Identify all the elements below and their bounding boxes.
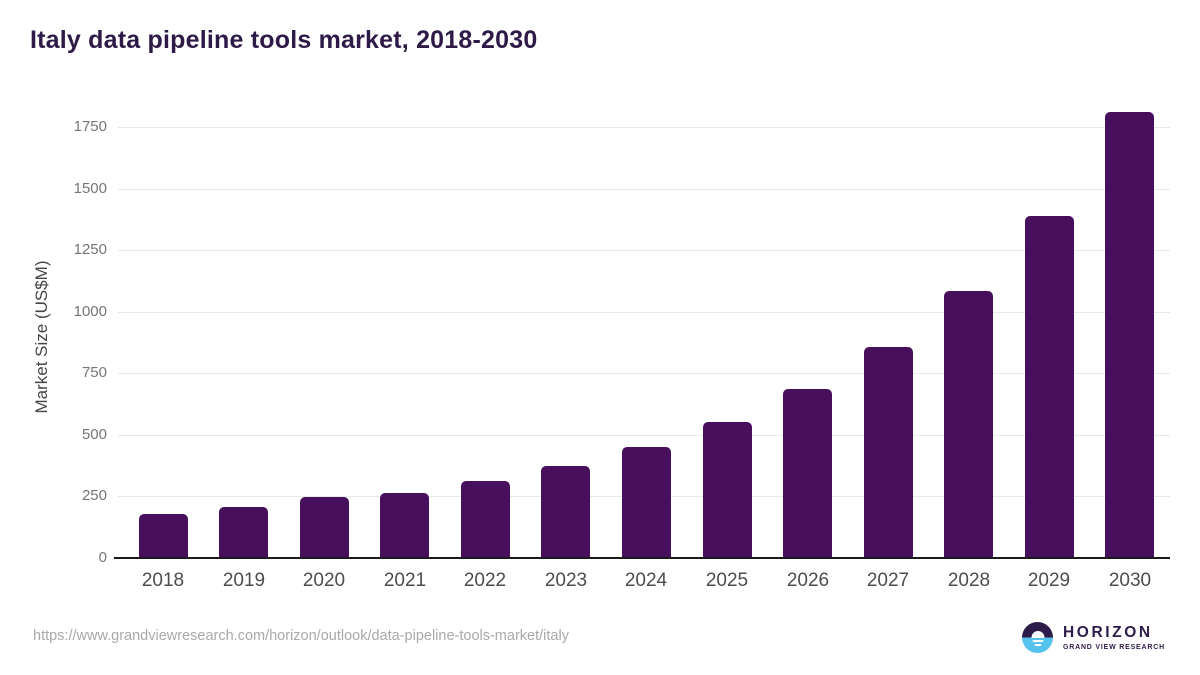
- logo-brand-text: HORIZON: [1063, 624, 1153, 641]
- x-tick-label: 2024: [624, 570, 668, 591]
- sun-dome-shape: [1031, 631, 1044, 638]
- bar-2022: [461, 481, 510, 558]
- bar-2025: [703, 422, 752, 558]
- x-tick-label: 2019: [222, 570, 266, 591]
- x-tick-label: 2027: [866, 570, 910, 591]
- logo-subbrand-text: GRAND VIEW RESEARCH: [1063, 644, 1165, 651]
- horizon-sunset-icon: [1022, 622, 1053, 653]
- reflection-line-shape: [1032, 640, 1043, 642]
- x-tick-label: 2020: [302, 570, 346, 591]
- logo-text-block: HORIZON GRAND VIEW RESEARCH: [1063, 622, 1165, 651]
- bar-2019: [219, 507, 268, 558]
- bar-2021: [380, 493, 429, 558]
- source-url: https://www.grandviewresearch.com/horizo…: [33, 628, 569, 644]
- x-tick-label: 2018: [141, 570, 185, 591]
- x-tick-label: 2028: [947, 570, 991, 591]
- y-tick-label: 0: [98, 549, 107, 566]
- y-tick-label: 500: [81, 426, 107, 443]
- x-axis-line: [114, 557, 1170, 559]
- y-gridline: [118, 435, 1170, 436]
- bar-2027: [864, 347, 913, 558]
- horizon-logo: HORIZON GRAND VIEW RESEARCH: [1022, 622, 1165, 653]
- y-gridline: [118, 189, 1170, 190]
- y-tick-label: 1250: [73, 241, 107, 258]
- x-tick-label: 2029: [1027, 570, 1071, 591]
- reflection-line-shape: [1034, 644, 1041, 646]
- bar-2020: [300, 497, 349, 558]
- y-gridline: [118, 127, 1170, 128]
- y-gridline: [118, 312, 1170, 313]
- bar-2028: [944, 291, 993, 558]
- x-tick-label: 2025: [705, 570, 749, 591]
- y-tick-label: 1000: [73, 303, 107, 320]
- bar-2026: [783, 389, 832, 558]
- y-tick-label: 1750: [73, 118, 107, 135]
- chart-title: Italy data pipeline tools market, 2018-2…: [30, 26, 538, 54]
- y-tick-label: 250: [81, 487, 107, 504]
- y-gridline: [118, 373, 1170, 374]
- x-tick-label: 2022: [463, 570, 507, 591]
- x-tick-label: 2021: [383, 570, 427, 591]
- x-tick-label: 2026: [786, 570, 830, 591]
- bar-2030: [1105, 112, 1154, 558]
- y-tick-label: 750: [81, 364, 107, 381]
- x-tick-label: 2023: [544, 570, 588, 591]
- x-tick-label: 2030: [1108, 570, 1152, 591]
- bar-2018: [139, 514, 188, 558]
- bar-2023: [541, 466, 590, 558]
- y-gridline: [118, 250, 1170, 251]
- y-tick-label: 1500: [73, 180, 107, 197]
- bar-2029: [1025, 216, 1074, 558]
- bar-2024: [622, 447, 671, 558]
